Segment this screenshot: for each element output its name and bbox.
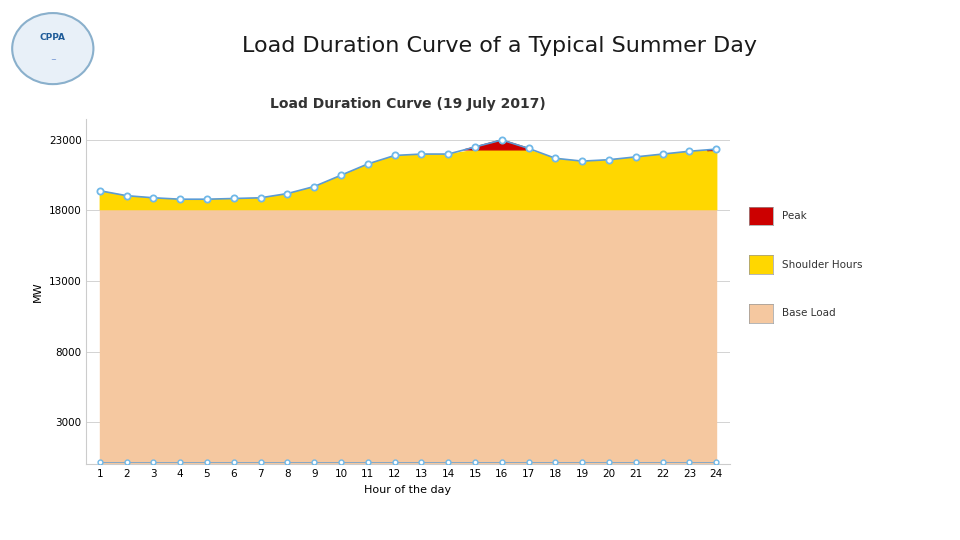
X-axis label: Hour of the day: Hour of the day [365,485,451,495]
Text: Shoulder Hours: Shoulder Hours [782,260,863,269]
Text: www.cppa.gov.pk: www.cppa.gov.pk [748,519,846,529]
Text: CPPA: CPPA [39,33,66,42]
Text: ~: ~ [50,57,56,63]
Circle shape [12,13,93,84]
Text: Load Duration Curve of a Typical Summer Day: Load Duration Curve of a Typical Summer … [242,36,756,56]
Y-axis label: MW: MW [34,281,43,302]
Title: Load Duration Curve (19 July 2017): Load Duration Curve (19 July 2017) [270,97,546,111]
Text: Peak: Peak [782,211,807,221]
Text: Base Load: Base Load [782,308,836,318]
